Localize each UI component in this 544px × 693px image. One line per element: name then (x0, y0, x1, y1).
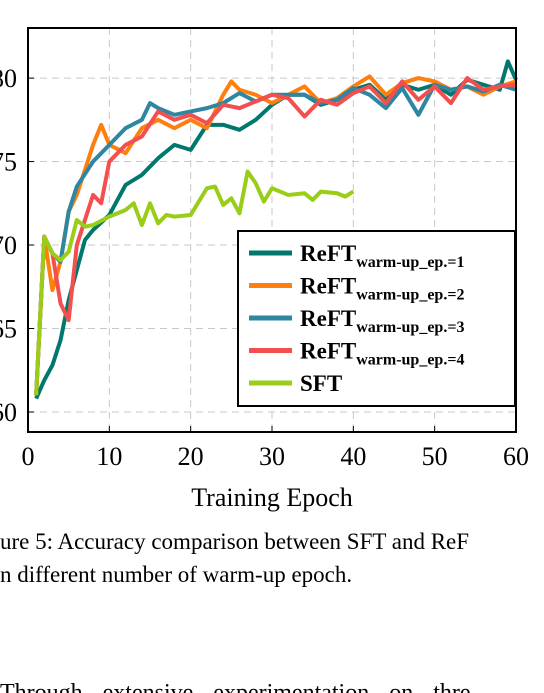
legend-label: SFT (300, 371, 342, 396)
legend: ReFTwarm-up_ep.=1ReFTwarm-up_ep.=2ReFTwa… (237, 230, 516, 407)
x-axis-label: Training Epoch (191, 483, 353, 512)
legend-name: ReFT (300, 306, 356, 331)
legend-name: ReFT (300, 241, 356, 266)
legend-label: ReFTwarm-up_ep.=3 (300, 306, 464, 336)
legend-name: ReFT (300, 339, 356, 364)
legend-label: ReFTwarm-up_ep.=4 (300, 339, 464, 369)
x-tick-label: 60 (503, 442, 529, 471)
legend-label: ReFTwarm-up_ep.=1 (300, 241, 464, 271)
legend-label: ReFTwarm-up_ep.=2 (300, 274, 464, 304)
series-line (34, 82, 517, 396)
series-line (34, 169, 355, 396)
legend-subscript: warm-up_ep.=2 (356, 287, 464, 304)
legend-name: SFT (300, 371, 342, 396)
caption-line: n different number of warm-up epoch. (0, 562, 352, 587)
body-text: Through extensive experimentation on thr… (0, 680, 471, 693)
y-tick-label: 70 (0, 231, 17, 260)
x-tick-label: 20 (178, 442, 204, 471)
series-line (34, 74, 517, 396)
x-tick-label: 0 (22, 442, 35, 471)
caption-line: ure 5: Accuracy comparison between SFT a… (0, 529, 469, 554)
y-tick-label: 75 (0, 148, 17, 177)
x-tick-label: 40 (340, 442, 366, 471)
x-tick-label: 30 (259, 442, 285, 471)
y-tick-label: 80 (0, 64, 17, 93)
x-tick-label: 50 (422, 442, 448, 471)
series-line (34, 76, 517, 396)
y-tick-label: 60 (0, 398, 17, 427)
x-tick-label: 10 (96, 442, 122, 471)
legend-name: ReFT (300, 274, 356, 299)
legend-subscript: warm-up_ep.=1 (356, 254, 464, 271)
legend-subscript: warm-up_ep.=4 (356, 352, 464, 369)
y-tick-label: 65 (0, 314, 17, 343)
legend-subscript: warm-up_ep.=3 (356, 319, 464, 336)
